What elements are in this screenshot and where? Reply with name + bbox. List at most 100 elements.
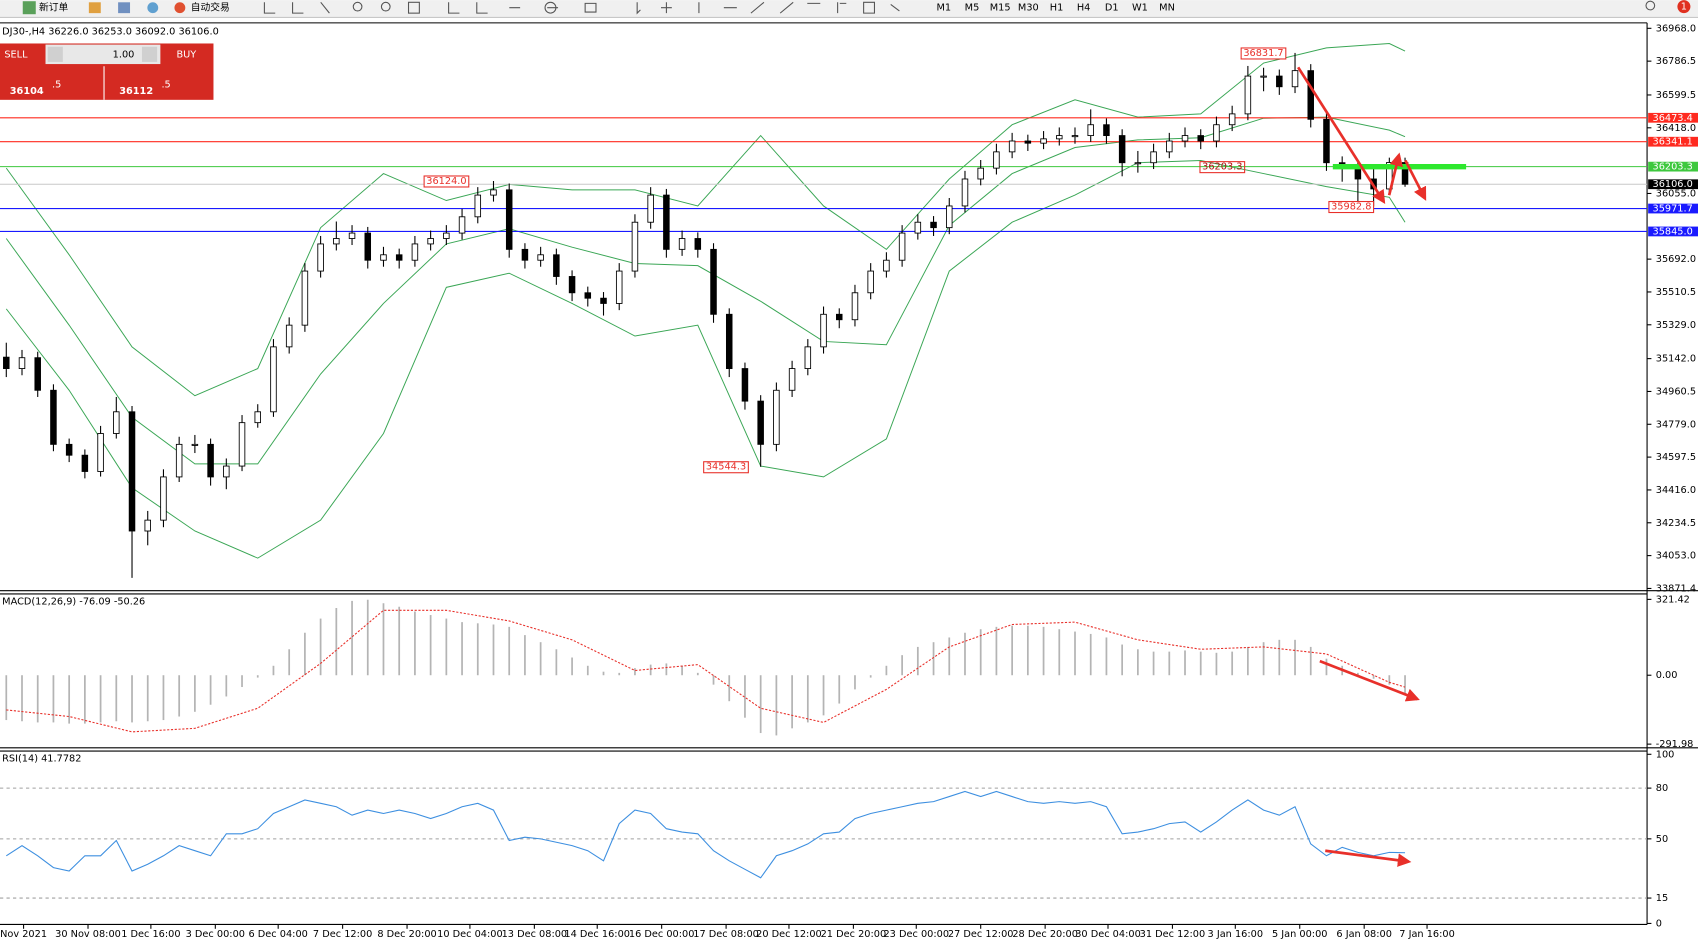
timeframe-button[interactable]: W1 bbox=[1132, 3, 1148, 14]
candle-body bbox=[207, 443, 214, 478]
notification-badge[interactable] bbox=[1677, 0, 1691, 14]
candle-body bbox=[631, 221, 639, 272]
x-tick-label: Nov 2021 bbox=[0, 929, 47, 940]
candle-body bbox=[223, 465, 230, 478]
x-tick-label: 23 Dec 00:00 bbox=[883, 929, 949, 940]
annotation-box bbox=[1240, 47, 1287, 60]
ask-pips[interactable]: .5 bbox=[161, 80, 170, 91]
toolbar-bg bbox=[0, 0, 1698, 18]
toolbar: 新订单 自动交易 1 bbox=[0, 0, 1698, 19]
x-tick-label: 5 Jan 00:00 bbox=[1272, 929, 1328, 940]
candle-body bbox=[65, 443, 73, 456]
tool-icons[interactable] bbox=[448, 1, 900, 15]
search-icon[interactable] bbox=[1645, 0, 1656, 11]
zoom-in[interactable] bbox=[352, 1, 363, 12]
candle-body bbox=[1134, 162, 1142, 165]
x-tick-label: 6 Dec 04:00 bbox=[248, 929, 307, 940]
timeframe-button[interactable]: M5 bbox=[965, 3, 980, 14]
panel-title: DJ30-,H4 36226.0 36253.0 36092.0 36106.0 bbox=[2, 27, 219, 38]
auto-trading-button[interactable]: 自动交易 bbox=[191, 1, 230, 14]
timeframe-button[interactable]: D1 bbox=[1105, 3, 1119, 14]
candle-body bbox=[364, 232, 372, 261]
annotation-label: 36124.0 bbox=[426, 176, 466, 187]
y-tick-label: 0.00 bbox=[1656, 670, 1678, 681]
x-tick-label: 14 Dec 16:00 bbox=[564, 929, 630, 940]
buy-button[interactable]: BUY bbox=[176, 49, 196, 60]
y-tick-label: 80 bbox=[1656, 783, 1668, 794]
candle-body bbox=[1276, 75, 1283, 88]
tool-icons[interactable] bbox=[263, 1, 330, 14]
candle-body bbox=[505, 189, 513, 250]
level-label-box bbox=[1648, 203, 1698, 214]
candle-body bbox=[725, 313, 733, 369]
new-order-button[interactable]: 新订单 bbox=[39, 1, 68, 14]
rsi-line bbox=[5, 790, 1406, 879]
chart-frame bbox=[0, 22, 1698, 925]
candle-body bbox=[836, 313, 843, 321]
y-tick-label: 34416.0 bbox=[1656, 485, 1696, 496]
candle-body bbox=[50, 389, 57, 445]
candle-body bbox=[427, 238, 434, 245]
bid-pips[interactable]: .5 bbox=[52, 80, 61, 91]
timeframe-button[interactable]: M15 bbox=[990, 3, 1011, 14]
candle-body bbox=[883, 259, 890, 272]
candle-body bbox=[1103, 124, 1110, 137]
timeframe-button[interactable]: M30 bbox=[1018, 3, 1039, 14]
candle-body bbox=[443, 232, 450, 239]
tile[interactable] bbox=[407, 1, 420, 14]
level-label-box bbox=[1648, 161, 1698, 172]
candle-body bbox=[333, 238, 340, 245]
y-tick-label: 35329.0 bbox=[1656, 320, 1696, 331]
x-tick-label: 6 Jan 08:00 bbox=[1336, 929, 1392, 940]
y-tick-label: 36599.5 bbox=[1656, 90, 1696, 101]
candle-body bbox=[270, 346, 277, 413]
y-tick-label: 34597.5 bbox=[1656, 452, 1696, 463]
volume-down[interactable] bbox=[47, 46, 63, 62]
zoom-out[interactable] bbox=[380, 1, 391, 12]
candle-body bbox=[820, 313, 827, 348]
candle-body bbox=[474, 194, 482, 218]
annotation-box bbox=[1199, 161, 1246, 174]
volume-field[interactable] bbox=[45, 44, 161, 65]
timeframe-button[interactable]: MN bbox=[1159, 3, 1175, 14]
y-tick-label: 36968.0 bbox=[1656, 23, 1696, 34]
drawing-tools[interactable] bbox=[263, 0, 1656, 15]
candle-body bbox=[1040, 138, 1047, 144]
x-tick-label: 27 Dec 12:00 bbox=[948, 929, 1014, 940]
volume-up[interactable] bbox=[141, 46, 158, 62]
auto-trading-icon[interactable] bbox=[174, 2, 186, 14]
candle-body bbox=[1166, 140, 1173, 153]
candle-body bbox=[317, 243, 324, 272]
trend-arrow bbox=[1319, 659, 1420, 702]
level-label: 36203.3 bbox=[1652, 162, 1692, 173]
tool-icon[interactable] bbox=[88, 2, 101, 14]
volume-input[interactable]: 1.00 bbox=[113, 49, 135, 60]
level-label: 36473.4 bbox=[1652, 113, 1692, 124]
x-tick-label: 3 Dec 00:00 bbox=[186, 929, 245, 940]
x-tick-label: 16 Dec 00:00 bbox=[629, 929, 695, 940]
clock-icon[interactable] bbox=[544, 1, 557, 14]
candle-body bbox=[553, 254, 560, 277]
candle-body bbox=[18, 357, 26, 369]
new-order-icon[interactable] bbox=[22, 1, 36, 15]
sell-button[interactable]: SELL bbox=[4, 49, 28, 60]
y-tick-label: 50 bbox=[1656, 834, 1668, 845]
candle-body bbox=[191, 443, 199, 446]
candle-body bbox=[930, 221, 937, 229]
x-tick-label: 28 Dec 20:00 bbox=[1012, 929, 1078, 940]
timeframe-button[interactable]: H4 bbox=[1077, 3, 1091, 14]
tool-icon[interactable] bbox=[118, 2, 131, 14]
candle-body bbox=[1228, 113, 1236, 126]
y-tick-label: 35692.0 bbox=[1656, 254, 1696, 265]
notification-count[interactable]: 1 bbox=[1681, 2, 1687, 13]
y-tick-label: 34960.5 bbox=[1656, 386, 1696, 397]
level-label: 35845.0 bbox=[1652, 226, 1692, 237]
tool-icon[interactable] bbox=[147, 2, 159, 14]
ask-price[interactable]: 36112 bbox=[119, 86, 153, 97]
bid-price[interactable]: 36104 bbox=[10, 86, 44, 97]
timeframe-button[interactable]: M1 bbox=[937, 3, 952, 14]
timeframe-button[interactable]: H1 bbox=[1050, 3, 1064, 14]
y-tick-label: 34234.5 bbox=[1656, 518, 1696, 529]
